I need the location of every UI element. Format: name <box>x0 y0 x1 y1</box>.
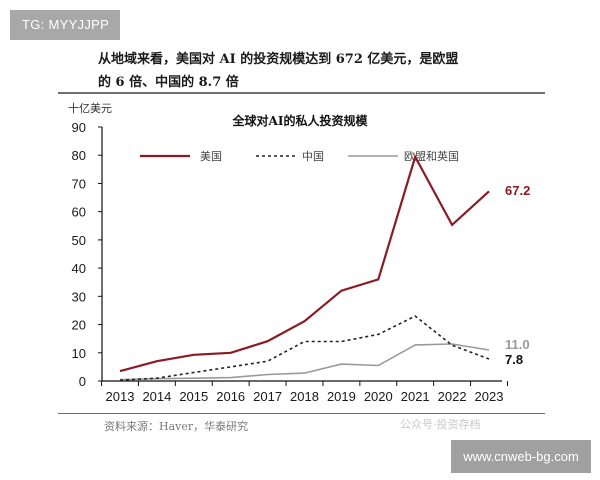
series-line <box>119 315 490 381</box>
legend: 美国 中国 欧盟和英国 <box>140 149 459 163</box>
x-tick-label: 2020 <box>364 389 393 404</box>
end-labels: 67.2 11.07.8 <box>505 183 530 367</box>
series-line <box>119 343 490 381</box>
y-tick-label: 30 <box>72 289 86 304</box>
x-tick-label: 2019 <box>327 389 356 404</box>
headline-line-1: 从地域来看，美国对 AI 的投资规模达到 672 亿美元，是欧盟 <box>98 52 459 67</box>
legend-label: 欧盟和英国 <box>404 149 459 163</box>
series-line <box>119 154 490 373</box>
y-tick-label: 10 <box>72 346 86 361</box>
x-tick-label: 2017 <box>253 389 282 404</box>
end-value-label: 7.8 <box>505 352 523 367</box>
bottom-rule <box>58 413 545 414</box>
series-lines <box>119 154 490 381</box>
faded-watermark: 公众号·投资存档 <box>400 418 481 431</box>
x-tick-label: 2018 <box>290 389 319 404</box>
y-tick-label: 90 <box>72 120 86 135</box>
x-tick-label: 2014 <box>142 389 171 404</box>
x-tick-label: 2016 <box>216 389 245 404</box>
legend-label: 中国 <box>302 150 324 163</box>
headline-line-2: 的 6 倍、中国的 8.7 倍 <box>98 75 239 90</box>
y-tick-label: 0 <box>79 374 86 389</box>
x-tick-label: 2023 <box>475 389 504 404</box>
x-tick-label: 2013 <box>106 389 135 404</box>
headline: 从地域来看，美国对 AI 的投资规模达到 672 亿美元，是欧盟 的 6 倍、中… <box>98 48 538 94</box>
y-tick-label: 60 <box>72 205 86 220</box>
y-tick-label: 70 <box>72 176 86 191</box>
axes: 0 10 20 30 40 50 60 70 80 90 2013 2014 2015 2016 2017 2… <box>72 120 508 404</box>
top-rule <box>58 92 545 94</box>
y-tick-label: 40 <box>72 261 86 276</box>
y-axis-unit-label: 十亿美元 <box>68 101 112 115</box>
end-value-label: 11.0 <box>505 337 530 352</box>
site-watermark-badge: www.cnweb-bg.com <box>451 440 591 473</box>
x-tick-label: 2022 <box>438 389 467 404</box>
end-value-label: 67.2 <box>505 183 530 198</box>
chart-title: 全球对AI的私人投资规模 <box>232 113 369 128</box>
legend-label: 美国 <box>200 150 222 163</box>
source-note: 资料来源：Haver，华泰研究 <box>104 420 249 433</box>
x-tick-label: 2021 <box>401 389 430 404</box>
y-tick-label: 80 <box>72 148 86 163</box>
y-tick-label: 20 <box>72 318 86 333</box>
tg-watermark-badge: TG: MYYJJPP <box>10 10 120 40</box>
x-tick-label: 2015 <box>179 389 208 404</box>
y-tick-label: 50 <box>72 233 86 248</box>
